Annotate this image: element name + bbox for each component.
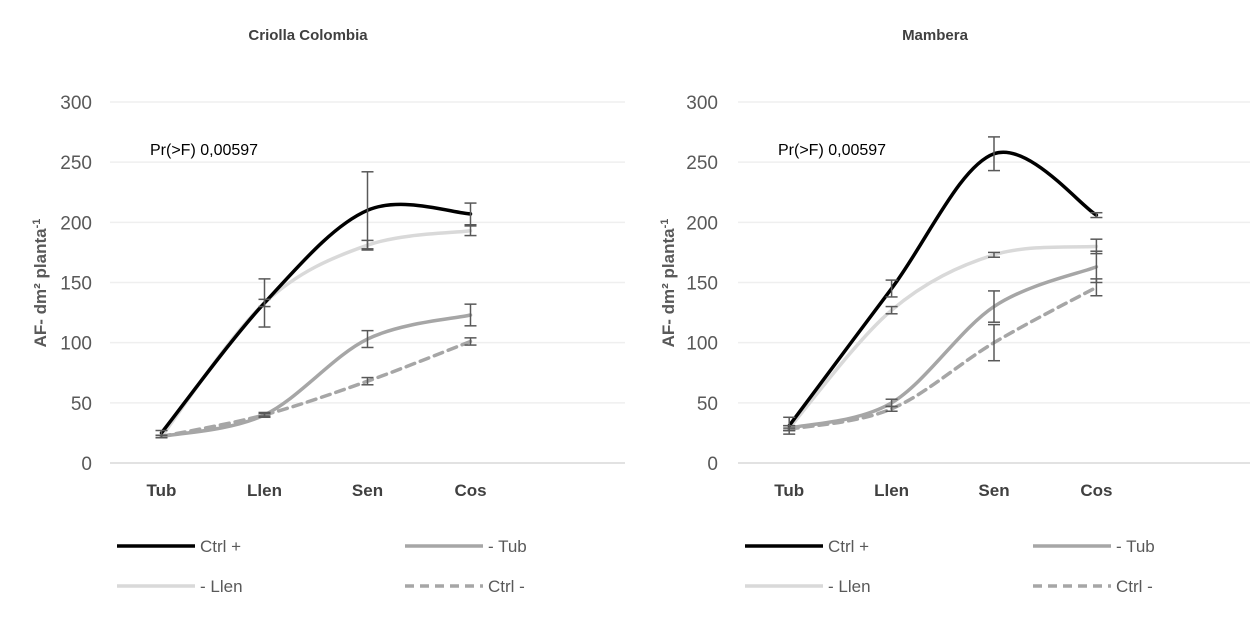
error-bar [464,337,477,346]
x-tick-label: Llen [874,481,909,500]
error-bar [155,434,168,439]
y-tick-label: 300 [60,93,92,114]
y-tick-label: 150 [686,274,718,295]
y-axis-label-text: AF- dm² planta [659,228,678,348]
error-bar [361,376,374,386]
legend-item: - Llen [117,577,243,596]
series-line-ctrl [159,339,473,439]
x-tick-label: Llen [247,481,282,500]
chart-title: Mambera [902,27,969,44]
y-tick-label: 150 [60,274,92,295]
y-tick-label: 100 [686,334,718,355]
error-bar [1090,238,1103,255]
y-tick-label: 0 [707,454,718,475]
legend-item: Ctrl - [405,577,525,596]
y-tick-label: 50 [71,394,92,415]
series-line-ctrl [787,285,1099,432]
legend-label: - Tub [488,537,527,556]
y-tick-label: 200 [60,213,92,234]
legend-item: - Tub [1033,537,1155,556]
chart-panel-0: Criolla Colombia 0 50 100 150 200 250 300 Tub Lle… [31,27,625,596]
series-line-ctrl [159,202,473,435]
x-tick-label: Tub [147,481,177,500]
series-line-llen [787,244,1099,430]
x-tick-label: Tub [774,481,804,500]
legend-item: - Llen [745,577,871,596]
legend-label: - Llen [200,577,243,596]
error-bar [1090,278,1103,297]
y-tick-label: 0 [81,454,92,475]
error-bar [258,298,271,308]
legend-item: Ctrl + [745,537,869,556]
y-tick-label: 300 [686,93,718,114]
legend-label: Ctrl + [828,537,869,556]
y-tick-label: 250 [60,153,92,174]
error-bar [258,412,271,417]
error-bar [1090,211,1103,219]
legend-item: Ctrl + [117,537,241,556]
error-bar [783,427,796,432]
x-tick-label: Cos [454,481,486,500]
chart-title: Criolla Colombia [248,27,368,44]
series-line-tub [159,313,473,439]
y-axis-label-text: AF- dm² planta [31,228,50,348]
error-bar [361,239,374,251]
error-bar [885,305,898,315]
y-tick-label: 50 [697,394,718,415]
annotation-text: Pr(>F) 0,00597 [778,142,886,159]
error-bar [464,202,477,226]
y-tick-label: 200 [686,213,718,234]
x-tick-label: Sen [352,481,383,500]
legend-label: Ctrl - [1116,577,1153,596]
chart-panel-1: Mambera 0 50 100 150 200 250 300 Tub Llen Sen Cos AF… [659,27,1250,596]
series-line-tub [787,265,1099,430]
series-line-ctrl [787,150,1099,428]
error-bar [464,225,477,237]
annotation-text: Pr(>F) 0,00597 [150,142,258,159]
legend-item: Ctrl - [1033,577,1153,596]
legend-label: Ctrl - [488,577,525,596]
error-bar [885,405,898,413]
legend-label: - Tub [1116,537,1155,556]
y-tick-label: 100 [60,334,92,355]
error-bar [988,323,1000,362]
x-tick-label: Cos [1080,481,1112,500]
y-axis-label-superscript: -1 [659,219,671,229]
y-axis-label: AF- dm² planta-1 [31,219,50,348]
y-axis-label-superscript: -1 [31,219,43,229]
error-bar [988,136,1000,172]
legend-label: - Llen [828,577,871,596]
legend-label: Ctrl + [200,537,241,556]
error-bar [885,279,898,298]
x-tick-label: Sen [978,481,1009,500]
error-bar [464,303,477,327]
series-line-llen [159,229,473,439]
error-bar [361,329,374,349]
error-bar [988,251,1000,258]
y-tick-label: 250 [686,153,718,174]
error-bar [988,290,1000,323]
legend-item: - Tub [405,537,527,556]
y-axis-label: AF- dm² planta-1 [659,219,678,348]
